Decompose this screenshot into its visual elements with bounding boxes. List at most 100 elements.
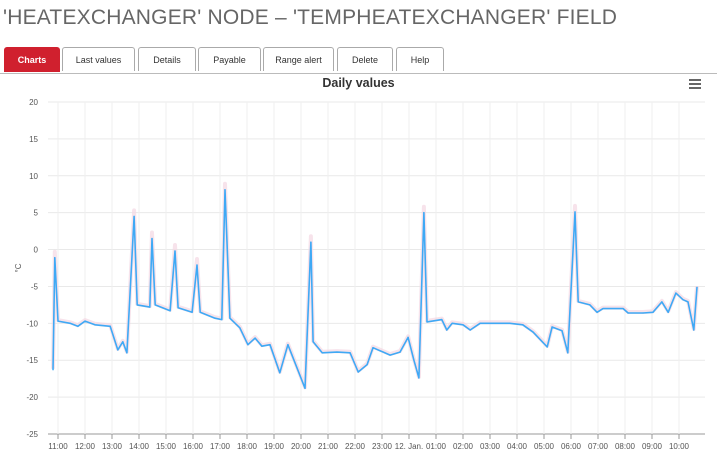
data-point	[492, 322, 494, 324]
data-point	[109, 325, 111, 327]
x-tick-label: 01:00	[426, 442, 447, 450]
data-point	[54, 257, 56, 259]
data-point	[229, 317, 231, 319]
data-point	[687, 301, 689, 303]
tab-help[interactable]: Help	[396, 47, 444, 71]
data-point	[596, 311, 598, 313]
data-point	[675, 292, 677, 294]
tab-last-values[interactable]: Last values	[62, 47, 135, 71]
y-tick-label: 20	[29, 98, 38, 107]
data-point	[77, 325, 79, 327]
tab-charts[interactable]: Charts	[4, 47, 60, 72]
x-tick-label: 14:00	[129, 442, 150, 450]
data-point	[522, 324, 524, 326]
x-tick-label: 10:00	[669, 442, 690, 450]
data-point	[652, 311, 654, 313]
x-tick-label: 11:00	[48, 442, 68, 450]
x-tick-label: 05:00	[534, 442, 555, 450]
data-point	[426, 321, 428, 323]
data-point	[239, 327, 241, 329]
data-point	[269, 344, 271, 346]
y-tick-label: 0	[34, 246, 39, 255]
data-point	[389, 354, 391, 356]
tab-bar: Charts Last values Details Payable Range…	[0, 47, 717, 74]
y-tick-label: -20	[26, 393, 38, 402]
data-point	[199, 311, 201, 313]
data-point	[693, 329, 695, 331]
data-point	[446, 329, 448, 331]
y-tick-label: -25	[26, 430, 38, 439]
x-tick-label: 20:00	[291, 442, 312, 450]
x-tick-label: 12:00	[75, 442, 96, 450]
x-tick-label: 13:00	[102, 442, 123, 450]
data-point	[372, 347, 374, 349]
data-point	[622, 307, 624, 310]
data-point	[261, 345, 263, 347]
x-tick-label: 03:00	[480, 442, 501, 450]
tab-delete[interactable]: Delete	[337, 47, 393, 71]
data-point	[174, 250, 176, 252]
data-point	[310, 241, 312, 243]
data-point	[407, 336, 409, 338]
y-tick-label: 15	[29, 135, 38, 144]
data-point	[532, 331, 534, 333]
data-point	[546, 346, 548, 348]
data-point	[247, 344, 249, 346]
data-point	[696, 286, 698, 288]
data-point	[561, 330, 563, 332]
data-point	[133, 215, 135, 217]
data-point	[509, 322, 511, 324]
x-tick-label: 17:00	[210, 442, 231, 450]
x-tick-label: 19:00	[264, 442, 285, 450]
x-tick-label: 22:00	[345, 442, 366, 450]
y-tick-label: 10	[29, 172, 38, 181]
data-point	[177, 307, 179, 309]
data-point	[574, 211, 576, 213]
x-tick-label: 12. Jan.	[395, 442, 423, 450]
data-point	[627, 312, 629, 314]
data-point	[551, 326, 553, 328]
tab-details[interactable]: Details	[138, 47, 196, 71]
data-point	[682, 299, 684, 301]
x-tick-label: 04:00	[507, 442, 528, 450]
data-point	[366, 364, 368, 366]
data-point	[451, 322, 453, 324]
data-point	[122, 341, 124, 343]
data-point	[169, 310, 171, 312]
data-point	[151, 237, 153, 240]
data-point	[136, 304, 138, 306]
data-point	[661, 301, 663, 303]
data-point	[304, 387, 306, 389]
data-point	[126, 352, 128, 354]
data-point	[577, 301, 579, 303]
data-point	[667, 311, 669, 313]
data-point	[149, 306, 151, 308]
data-point	[469, 329, 471, 331]
x-tick-label: 16:00	[183, 442, 204, 450]
data-point	[567, 352, 569, 354]
tab-payable[interactable]: Payable	[198, 47, 261, 71]
data-point	[413, 359, 415, 361]
x-tick-label: 09:00	[642, 442, 663, 450]
data-point	[69, 322, 71, 324]
data-point	[94, 324, 96, 326]
x-tick-label: 08:00	[615, 442, 636, 450]
data-point	[214, 317, 216, 319]
hamburger-menu-icon[interactable]	[689, 79, 701, 89]
x-tick-label: 15:00	[156, 442, 177, 450]
data-point	[321, 352, 323, 354]
data-point	[423, 212, 425, 214]
data-point	[279, 372, 281, 374]
data-point	[191, 311, 193, 313]
x-tick-label: 07:00	[588, 442, 609, 450]
tab-range-alert[interactable]: Range alert	[263, 47, 334, 71]
x-tick-label: 23:00	[372, 442, 393, 450]
data-point	[52, 369, 54, 371]
y-tick-label: -10	[26, 319, 38, 328]
data-point	[418, 377, 420, 379]
data-point	[117, 349, 119, 351]
y-tick-label: -15	[26, 356, 38, 365]
data-point	[312, 341, 314, 343]
y-tick-label: 5	[34, 209, 39, 218]
